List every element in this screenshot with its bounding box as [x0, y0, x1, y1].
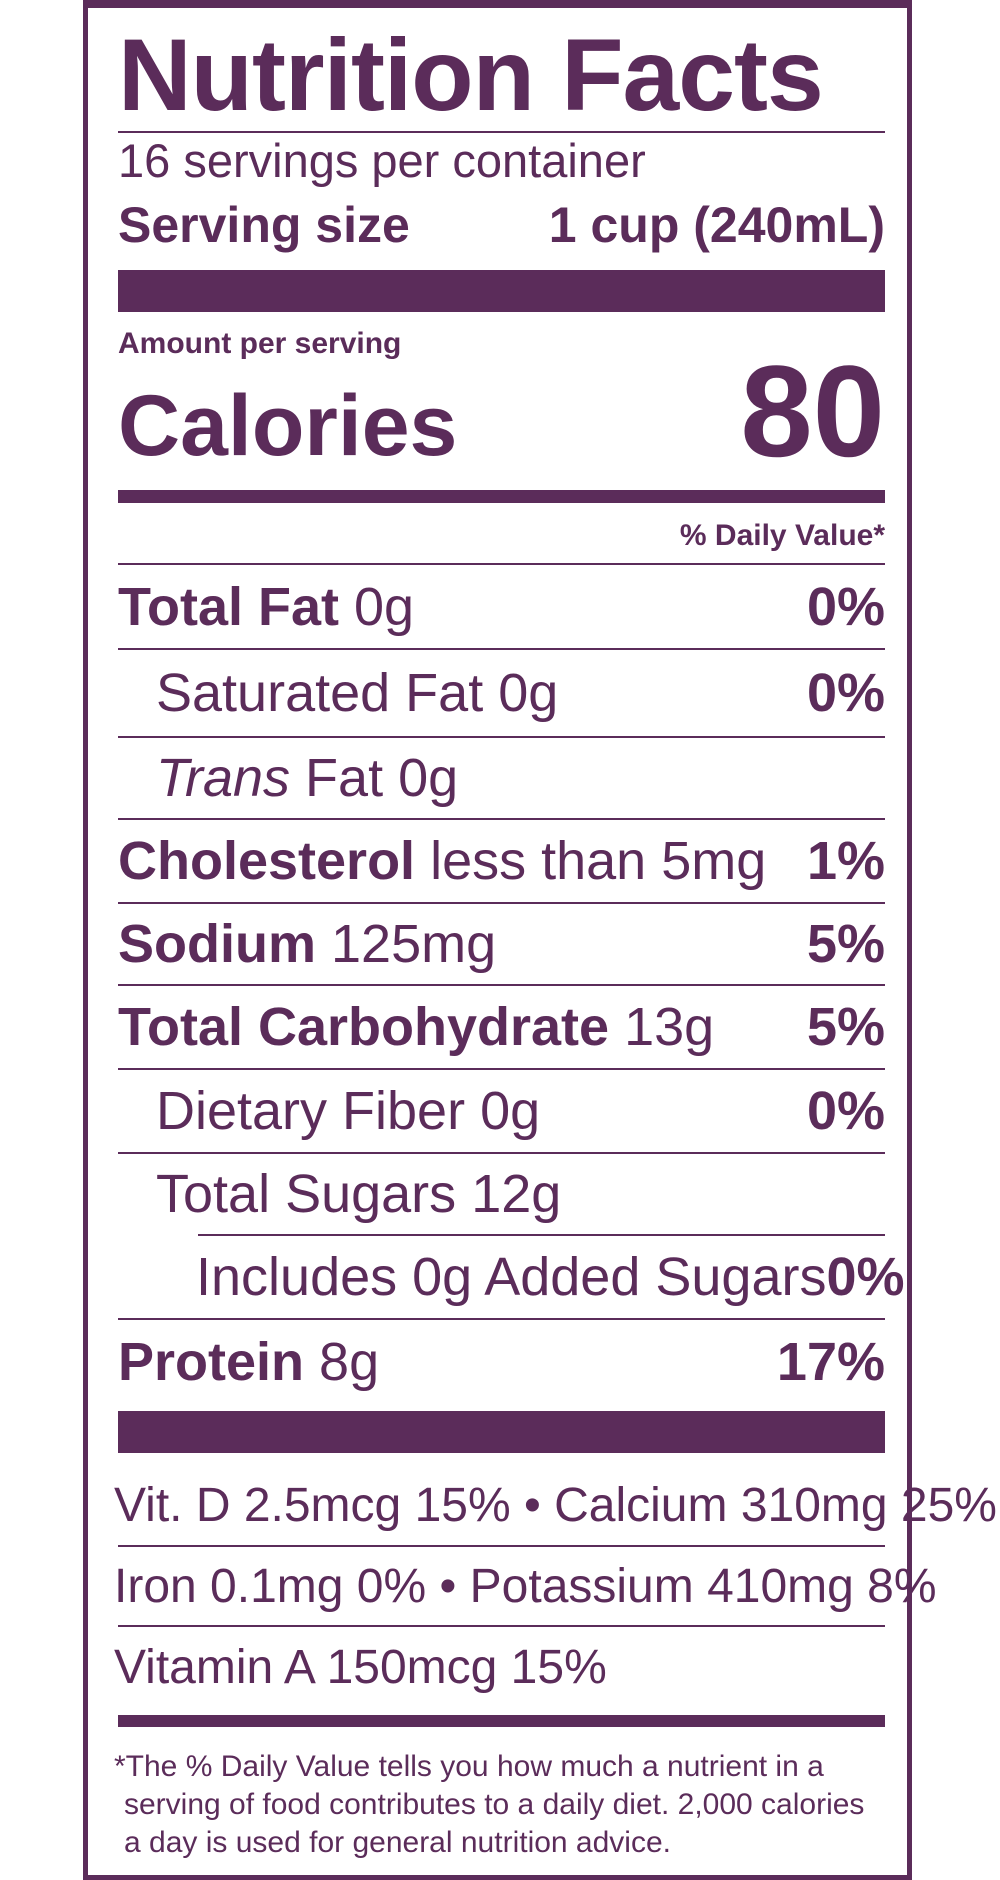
divider: [118, 1625, 885, 1627]
divider: [118, 1545, 885, 1547]
divider: [118, 818, 885, 820]
nutrient-row-protein: Protein 8g 17%: [118, 1320, 885, 1404]
divider: [118, 984, 885, 986]
nutrient-amount: 125mg: [331, 914, 497, 974]
nutrient-name: Trans: [156, 748, 291, 808]
divider: [118, 648, 885, 650]
daily-value-header: % Daily Value*: [679, 519, 885, 552]
nutrient-amount: 13g: [624, 997, 715, 1057]
nutrient-dv: 0%: [806, 576, 885, 637]
divider: [198, 1234, 885, 1236]
nutrient-row-sodium: Sodium 125mg 5%: [118, 904, 885, 984]
calories-label: Calories: [118, 378, 458, 474]
vitamin-row: Vit. D 2.5mcg 15% • Calcium 310mg 25%: [114, 1478, 997, 1532]
serving-size-label: Serving size: [118, 197, 410, 253]
panel-title: Nutrition Facts: [118, 18, 824, 132]
calories-value: 80: [740, 338, 885, 484]
nutrient-amount: 8g: [319, 1332, 380, 1392]
nutrient-row-cholesterol: Cholesterol less than 5mg 1%: [118, 820, 885, 902]
footnote-line: serving of food contributes to a daily d…: [124, 1788, 865, 1821]
medium-divider: [118, 490, 885, 503]
nutrient-amount: Fat 0g: [305, 748, 459, 808]
nutrient-dv: 0%: [826, 1247, 905, 1307]
nutrient-name: Total Carbohydrate: [118, 997, 610, 1057]
calories-row: Calories 80: [118, 346, 885, 476]
nutrient-row-total-sugars: Total Sugars 12g: [118, 1154, 885, 1234]
nutrient-row-total-carbohydrate: Total Carbohydrate 13g 5%: [118, 986, 885, 1068]
nutrient-dv: 5%: [806, 914, 885, 974]
nutrient-amount: less than 5mg: [430, 831, 767, 891]
vitamin-row: Vitamin A 150mcg 15%: [114, 1640, 607, 1694]
nutrient-name: Protein: [118, 1332, 305, 1392]
nutrient-amount: 0g: [498, 663, 559, 723]
divider: [118, 902, 885, 904]
medium-divider: [118, 1715, 885, 1727]
footnote-line: a day is used for general nutrition advi…: [124, 1826, 671, 1859]
serving-size-value: 1 cup (240mL): [548, 197, 885, 253]
serving-size-row: Serving size 1 cup (240mL): [118, 196, 885, 254]
vitamin-row: Iron 0.1mg 0% • Potassium 410mg 8%: [114, 1559, 937, 1613]
nutrient-name: Saturated Fat: [156, 663, 484, 723]
footnote: *The % Daily Value tells you how much a …: [114, 1748, 885, 1862]
divider: [118, 1068, 885, 1070]
divider: [118, 563, 885, 565]
nutrient-amount: 12g: [471, 1164, 562, 1224]
nutrient-amount: 0g: [354, 576, 415, 637]
nutrient-dv: 17%: [776, 1332, 885, 1392]
nutrient-name: Total Sugars: [156, 1164, 457, 1224]
nutrient-row-saturated-fat: Saturated Fat 0g 0%: [118, 650, 885, 736]
nutrient-dv: 1%: [806, 831, 885, 891]
thick-divider: [118, 1411, 885, 1453]
divider: [118, 736, 885, 738]
nutrient-amount: 0g: [480, 1081, 541, 1141]
nutrient-dv: 0%: [806, 1081, 885, 1141]
divider: [118, 131, 885, 133]
nutrient-name: Total Fat: [118, 576, 339, 637]
nutrient-name: Sodium: [118, 914, 316, 974]
nutrient-dv: 5%: [806, 997, 885, 1057]
divider: [118, 1318, 885, 1320]
panel-content: Nutrition Facts 16 servings per containe…: [114, 8, 997, 1875]
thick-divider: [118, 270, 885, 312]
footnote-line: *The % Daily Value tells you how much a …: [114, 1750, 824, 1783]
nutrient-row-dietary-fiber: Dietary Fiber 0g 0%: [118, 1070, 885, 1152]
amount-per-serving: Amount per serving: [118, 327, 402, 360]
nutrient-row-total-fat: Total Fat 0g 0%: [118, 565, 885, 648]
nutrient-name: Includes 0g Added Sugars: [196, 1247, 827, 1307]
servings-per-container: 16 servings per container: [118, 134, 646, 187]
nutrient-name: Cholesterol: [118, 831, 416, 891]
nutrient-row-added-sugars: Includes 0g Added Sugars 0%: [118, 1236, 905, 1318]
divider: [118, 1152, 885, 1154]
nutrient-row-trans-fat: Trans Fat 0g: [118, 738, 885, 818]
nutrient-dv: 0%: [806, 663, 885, 723]
nutrient-name: Dietary Fiber: [156, 1081, 466, 1141]
nutrition-facts-panel: Nutrition Facts 16 servings per containe…: [83, 0, 997, 1880]
